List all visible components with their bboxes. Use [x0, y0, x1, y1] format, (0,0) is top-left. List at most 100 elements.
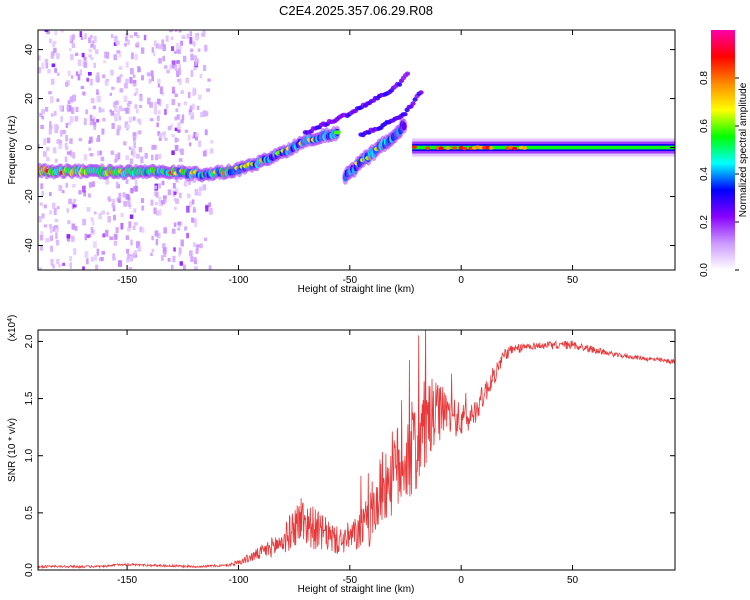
noise-blob [195, 248, 199, 254]
noise-blob [61, 190, 65, 194]
noise-blob [138, 246, 142, 252]
noise-blob [181, 114, 185, 121]
noise-blob [41, 116, 45, 120]
noise-blob [113, 233, 118, 240]
noise-blob [208, 202, 211, 208]
noise-blob [51, 202, 56, 209]
noise-blob [43, 204, 47, 209]
spectrogram-marks [38, 30, 675, 270]
noise-blob [40, 124, 45, 130]
noise-blob [50, 52, 54, 59]
noise-blob [54, 124, 58, 130]
noise-blob [165, 104, 169, 109]
y-tick-label: -20 [24, 189, 35, 204]
noise-blob [58, 185, 63, 191]
noise-blob [150, 70, 154, 77]
flat-track-peak [462, 146, 468, 151]
noise-blob [113, 112, 117, 119]
noise-blob [131, 147, 136, 152]
noise-blob [126, 248, 130, 254]
noise-blob [136, 41, 140, 46]
noise-blob [72, 183, 76, 188]
noise-blob [198, 140, 202, 147]
colorbar-ticks: 0.0 0.2 0.4 0.6 0.8 [699, 71, 739, 277]
noise-blob [191, 103, 196, 110]
noise-blob [45, 238, 50, 243]
noise-blob [130, 239, 133, 246]
noise-blob [88, 147, 92, 151]
noise-blob [178, 63, 182, 69]
noise-blob [155, 154, 159, 161]
noise-blob [178, 30, 182, 33]
noise-blob [96, 89, 99, 95]
noise-blob [64, 156, 68, 163]
noise-blob [101, 250, 106, 255]
noise-blob [173, 247, 176, 252]
noise-blob [133, 141, 136, 148]
noise-blob [127, 107, 131, 114]
noise-blob [49, 121, 52, 128]
spectrogram-panel: -150 -100 -50 0 50 -40 -20 0 20 40 Height of str… [7, 29, 676, 295]
noise-blob [122, 108, 127, 112]
noise-blob [90, 97, 95, 104]
noise-blob [86, 234, 90, 238]
noise-blob [92, 241, 97, 248]
noise-blob [174, 116, 178, 121]
noise-blob [158, 183, 161, 189]
noise-blob [164, 137, 168, 141]
noise-blob [70, 96, 74, 103]
noise-blob [88, 182, 93, 188]
noise-blob [174, 30, 178, 33]
noise-blob [67, 220, 71, 225]
noise-blob [153, 107, 158, 115]
noise-blob [133, 222, 138, 226]
noise-blob [46, 30, 50, 35]
noise-blob [82, 91, 86, 96]
noise-blob [174, 93, 178, 98]
noise-blob [199, 243, 203, 249]
noise-blob [198, 94, 202, 100]
noise-blob [155, 238, 159, 246]
noise-blob [179, 78, 182, 86]
spectrogram-frame [37, 29, 676, 271]
noise-blob [50, 235, 53, 241]
noise-blob [79, 31, 83, 38]
noise-blob [198, 186, 202, 192]
noise-blob [82, 185, 86, 193]
noise-blob [122, 192, 126, 198]
noise-blob [176, 138, 179, 142]
noise-blob [156, 232, 161, 238]
noise-blob [140, 47, 145, 54]
noise-blob [193, 256, 197, 264]
noise-blob [112, 198, 115, 206]
noise-blob [187, 179, 191, 185]
noise-blob [141, 205, 145, 211]
snr-y-ticks: 0.0 0.5 1.0 1.5 2.0 [24, 334, 675, 577]
noise-blob [118, 198, 121, 204]
noise-blob [188, 201, 192, 208]
noise-blob [169, 64, 174, 70]
noise-blob [123, 95, 128, 103]
noise-blob [156, 122, 159, 128]
noise-blob [179, 192, 182, 199]
noise-blob [49, 38, 52, 44]
noise-blob [158, 153, 162, 159]
noise-blob [164, 109, 167, 115]
harmonic-blob [412, 97, 418, 102]
colorbar-tick-label: 0.2 [699, 215, 710, 229]
noise-blob [70, 53, 74, 61]
noise-blob [177, 221, 181, 226]
noise-blob [75, 106, 79, 113]
noise-blob [193, 242, 196, 247]
noise-blob [186, 33, 190, 39]
noise-blob [162, 195, 167, 199]
noise-blob [95, 49, 99, 55]
noise-blob [176, 49, 180, 54]
noise-blob [203, 237, 208, 242]
noise-blob [150, 199, 154, 206]
noise-blob [204, 129, 208, 136]
noise-blob [66, 151, 71, 155]
noise-blob [127, 197, 131, 205]
noise-blob [45, 62, 49, 69]
